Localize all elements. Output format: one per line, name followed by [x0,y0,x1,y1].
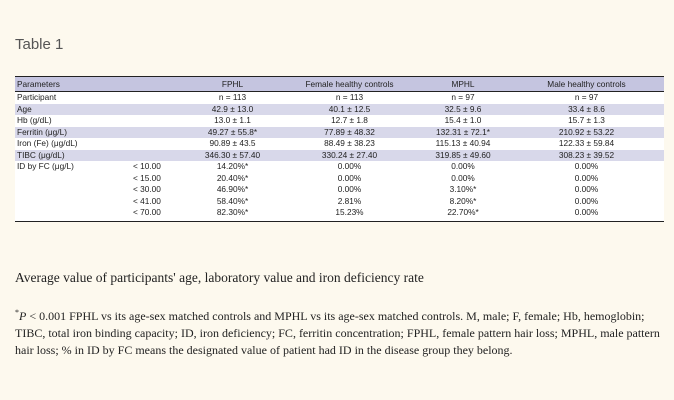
female-control-cell: 40.1 ± 12.5 [328,103,371,114]
female-control-cell: 0.00% [337,172,362,183]
table-row: Hb (g/dL) 13.0 ± 1.1 12.7 ± 1.8 15.4 ± 1.0 1… [15,115,664,127]
mphl-cell: 115.13 ± 40.94 [435,138,491,148]
fphl-cell: 58.40%* [216,195,249,206]
mphl-cell: 0.00% [451,161,475,171]
male-control-cell: 0.00% [574,172,599,183]
female-control-cell: 2.81% [337,195,362,206]
mphl-cell: 3.10%* [449,184,477,194]
param-cell: Age [17,103,32,114]
param-cell: TIBC (μg/dL) [17,149,65,160]
param-cell [15,173,113,185]
male-control-cell: n = 97 [574,92,599,102]
footnote-p-symbol: P [19,309,27,323]
footnote-text: < 0.001 FPHL vs its age-sex matched cont… [15,309,660,357]
fphl-cell: n = 113 [218,92,247,102]
female-control-cell: 0.00% [337,161,362,171]
mphl-cell: n = 97 [451,92,475,102]
mphl-cell: 319.85 ± 49.60 [435,149,491,160]
data-table-container: Parameters FPHL Female healthy controls … [15,76,664,222]
header-female-controls: Female healthy controls [305,79,394,89]
threshold-cell: < 15.00 [133,172,161,183]
table-row: TIBC (μg/dL) 346.30 ± 57.40 330.24 ± 27.40… [15,149,664,162]
threshold-cell: < 41.00 [133,195,161,206]
male-control-cell: 0.00% [574,161,599,171]
fphl-cell: 20.40%* [216,172,249,183]
fphl-cell: 346.30 ± 57.40 [204,149,261,160]
mphl-cell: 22.70%* [417,207,509,222]
param-cell: ID by FC (μg/L) [17,161,74,171]
fphl-cell: 14.20%* [216,161,249,171]
table-row: Participant n = 113 n = 113 n = 97 n = 97 [15,92,664,104]
table-row: < 41.00 58.40%* 2.81% 8.20%* 0.00% [15,196,664,208]
threshold-cell [113,104,183,116]
table-row: Age 42.9 ± 13.0 40.1 ± 12.5 32.5 ± 9.6 33.4 … [15,103,664,116]
header-male-controls: Male healthy controls [547,79,626,89]
footnote-marker: * [15,308,19,317]
header-mphl: MPHL [451,79,475,89]
threshold-cell [113,150,183,162]
header-fphl: FPHL [221,79,244,89]
table-row: < 15.00 20.40%* 0.00% 0.00% 0.00% [15,173,664,185]
table-row: Ferritin (μg/L) 49.27 ± 55.8* 77.89 ± 48.3… [15,126,664,139]
female-control-cell: n = 113 [335,92,364,102]
param-cell: Iron (Fe) (μg/dL) [17,138,78,148]
param-cell [15,184,113,196]
female-control-cell: 12.7 ± 1.8 [331,115,368,125]
param-cell: Hb (g/dL) [17,115,52,125]
fphl-cell: 82.30%* [183,207,282,222]
param-cell [15,207,113,222]
female-control-cell: 77.89 ± 48.32 [324,126,375,137]
male-control-cell: 0.00% [509,207,664,222]
header-parameters: Parameters [17,79,60,89]
male-control-cell: 15.7 ± 1.3 [568,115,605,125]
male-control-cell: 0.00% [574,195,599,206]
threshold-cell [113,115,183,127]
threshold-cell: < 70.00 [113,207,183,222]
fphl-cell: 46.90%* [216,184,249,194]
table-footnote: *P < 0.001 FPHL vs its age-sex matched c… [15,304,660,359]
threshold-cell [113,138,183,150]
female-control-cell: 0.00% [337,184,362,194]
param-cell [15,196,113,208]
param-cell: Participant [17,92,57,102]
table-header-row: Parameters FPHL Female healthy controls … [15,76,664,92]
table-body: Participant n = 113 n = 113 n = 97 n = 97 Age… [15,92,664,222]
threshold-cell [113,127,183,139]
table-row: Iron (Fe) (μg/dL) 90.89 ± 43.5 88.49 ± 38.… [15,138,664,150]
mphl-cell: 132.31 ± 72.1* [436,126,490,137]
female-control-cell: 15.23% [282,207,417,222]
param-cell: Ferritin (μg/L) [17,126,67,137]
threshold-cell: < 30.00 [133,184,161,194]
table-caption: Average value of participants' age, labo… [15,270,424,285]
female-control-cell: 330.24 ± 27.40 [321,149,378,160]
mphl-cell: 8.20%* [449,195,477,206]
female-control-cell: 88.49 ± 38.23 [324,138,375,148]
fphl-cell: 90.89 ± 43.5 [209,138,256,148]
fphl-cell: 49.27 ± 55.8* [207,126,258,137]
fphl-cell: 13.0 ± 1.1 [214,115,251,125]
male-control-cell: 122.33 ± 59.84 [558,138,615,148]
fphl-cell: 42.9 ± 13.0 [211,103,254,114]
data-table: Parameters FPHL Female healthy controls … [15,76,664,222]
table-row: < 70.00 82.30%* 15.23% 22.70%* 0.00% [15,207,664,222]
table-row: < 30.00 46.90%* 0.00% 3.10%* 0.00% [15,184,664,196]
table-title: Table 1 [15,36,64,53]
mphl-cell: 32.5 ± 9.6 [444,103,482,114]
table-row: ID by FC (μg/L) < 10.00 14.20%* 0.00% 0.00% 0… [15,161,664,173]
male-control-cell: 308.23 ± 39.52 [558,149,615,160]
header-blank [113,77,183,92]
threshold-cell [113,92,183,104]
male-control-cell: 33.4 ± 8.6 [568,103,605,114]
mphl-cell: 0.00% [451,172,475,183]
threshold-cell: < 10.00 [133,161,161,171]
male-control-cell: 0.00% [574,184,599,194]
mphl-cell: 15.4 ± 1.0 [444,115,482,125]
male-control-cell: 210.92 ± 53.22 [558,126,615,137]
